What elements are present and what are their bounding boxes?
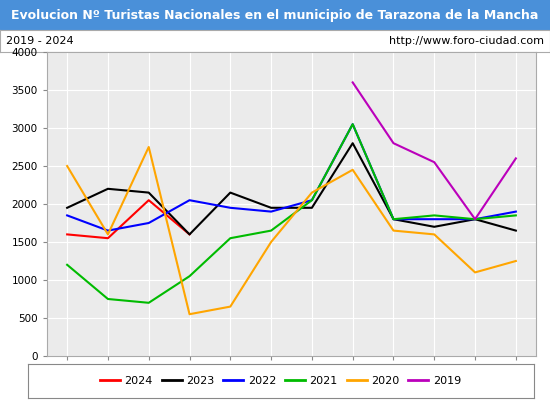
Legend: 2024, 2023, 2022, 2021, 2020, 2019: 2024, 2023, 2022, 2021, 2020, 2019 (96, 372, 465, 390)
Text: Evolucion Nº Turistas Nacionales en el municipio de Tarazona de la Mancha: Evolucion Nº Turistas Nacionales en el m… (12, 8, 538, 22)
Text: http://www.foro-ciudad.com: http://www.foro-ciudad.com (389, 36, 544, 46)
Text: 2019 - 2024: 2019 - 2024 (6, 36, 73, 46)
